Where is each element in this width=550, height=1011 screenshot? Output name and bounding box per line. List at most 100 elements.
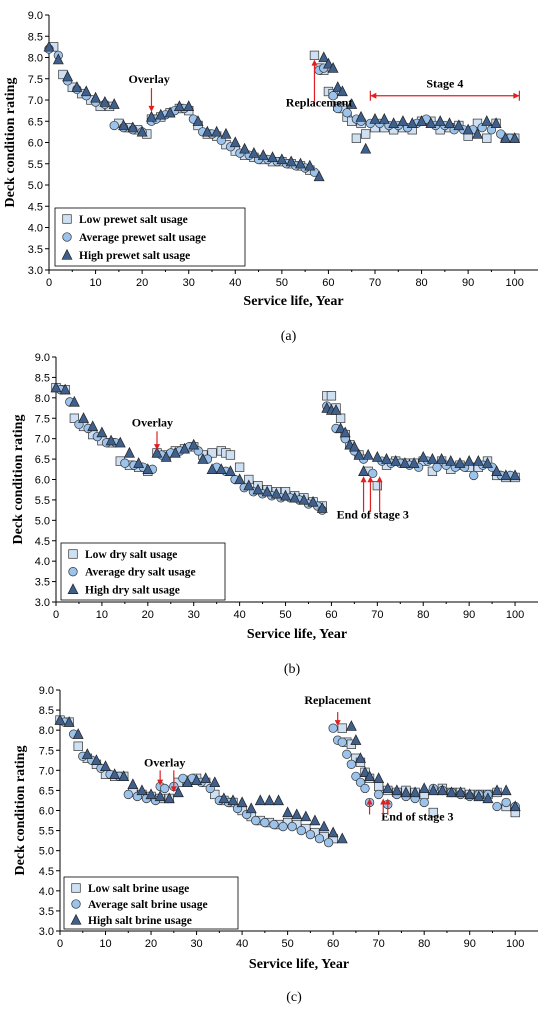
data-point xyxy=(323,837,334,848)
data-point xyxy=(280,489,291,501)
data-point xyxy=(127,121,139,133)
legend-marker-circle xyxy=(68,567,78,577)
data-point xyxy=(234,462,245,472)
x-tick-label: 50 xyxy=(281,938,293,950)
y-tick-label: 4.5 xyxy=(35,536,50,548)
data-point xyxy=(346,98,358,109)
data-point xyxy=(350,734,362,745)
data-point xyxy=(234,473,246,485)
x-tick-label: 50 xyxy=(279,609,291,621)
data-point xyxy=(90,91,102,103)
y-tick-label: 9.0 xyxy=(35,352,50,364)
annotation-label: End of stage 3 xyxy=(381,810,453,824)
data-point xyxy=(482,792,494,804)
data-point xyxy=(287,821,297,832)
data-point xyxy=(224,465,236,476)
data-point xyxy=(362,448,374,460)
y-tick-label: 8.0 xyxy=(28,53,43,65)
legend-box xyxy=(63,876,239,930)
y-axis-title: Deck condition rating xyxy=(3,78,18,208)
y-tick-label: 7.5 xyxy=(39,745,54,757)
y-tick-label: 4.5 xyxy=(39,866,54,878)
stage4-arrowhead-left xyxy=(370,92,377,99)
legend-label: High prewet salt usage xyxy=(79,250,190,262)
x-tick-label: 70 xyxy=(373,938,385,950)
data-point xyxy=(209,776,221,788)
y-tick-label: 5.0 xyxy=(28,180,43,192)
data-point xyxy=(164,106,176,118)
data-point xyxy=(434,115,446,126)
data-point xyxy=(50,381,62,393)
data-point xyxy=(285,155,297,167)
chart-panel-c: 3.0 3.5 4.0 4.5 5.0 5.5 6.0 6.5 7.0 7.5 8.0 8.5 9.0 0… xyxy=(13,685,538,1005)
data-point xyxy=(337,723,347,733)
legend: Low dry salt usage Average dry salt usage… xyxy=(60,542,226,601)
data-point xyxy=(351,133,362,143)
data-point xyxy=(307,495,319,507)
legend-marker-circle xyxy=(71,899,81,909)
data-point xyxy=(406,117,418,129)
data-point xyxy=(192,115,204,126)
data-point xyxy=(257,149,269,160)
data-point xyxy=(425,117,437,129)
y-tick-label: 3.0 xyxy=(35,597,50,609)
data-point xyxy=(463,455,475,466)
legend-marker-square xyxy=(71,883,81,893)
series-triangle xyxy=(54,714,521,844)
data-point xyxy=(472,455,484,466)
x-tick-label: 90 xyxy=(464,938,476,950)
x-tick-label: 10 xyxy=(89,277,101,289)
data-point xyxy=(118,770,130,782)
legend-label: High dry salt usage xyxy=(85,584,180,596)
data-point xyxy=(309,814,321,826)
y-tick-label: 8.5 xyxy=(35,372,50,384)
data-point xyxy=(99,96,111,107)
end-stage3-arrow-head xyxy=(366,798,373,805)
data-point xyxy=(252,483,264,495)
data-point xyxy=(382,782,394,794)
data-point xyxy=(295,157,306,169)
data-point xyxy=(96,426,108,438)
data-point xyxy=(210,789,220,800)
y-axis-title: Deck condition rating xyxy=(11,415,26,545)
y-tick-label: 6.5 xyxy=(35,454,50,466)
x-tick-label: 60 xyxy=(325,609,337,621)
data-point xyxy=(426,453,438,464)
y-tick-label: 9.0 xyxy=(39,685,54,697)
data-point xyxy=(296,825,306,836)
data-point xyxy=(500,784,512,796)
legend: Low prewet salt usage Average prewet salt… xyxy=(54,207,246,267)
data-point xyxy=(276,153,288,165)
legend-label: High salt brine usage xyxy=(88,915,192,927)
overlay-arrow-head xyxy=(157,779,164,786)
data-point xyxy=(462,123,474,135)
data-point xyxy=(263,794,275,806)
data-point xyxy=(333,103,343,114)
data-point xyxy=(314,833,325,844)
data-point xyxy=(63,716,75,727)
data-point xyxy=(220,127,232,139)
data-point xyxy=(454,457,466,468)
x-tick-label: 40 xyxy=(236,938,248,950)
y-tick-label: 8.5 xyxy=(39,705,54,717)
data-point xyxy=(335,413,346,423)
data-point xyxy=(72,728,84,739)
data-point xyxy=(267,151,279,163)
data-point xyxy=(358,465,370,476)
data-point xyxy=(225,450,236,460)
data-point xyxy=(473,790,485,802)
data-point xyxy=(282,806,294,818)
x-tick-label: 100 xyxy=(506,938,524,950)
data-point xyxy=(173,100,185,112)
data-point xyxy=(399,457,411,468)
y-tick-label: 8.0 xyxy=(39,725,54,737)
data-point xyxy=(273,794,284,806)
data-point xyxy=(191,774,203,786)
data-point xyxy=(353,448,365,460)
x-tick-label: 30 xyxy=(190,938,202,950)
y-tick-label: 6.0 xyxy=(39,806,54,818)
x-tick-label: 10 xyxy=(96,609,108,621)
data-point xyxy=(482,133,492,143)
data-point xyxy=(364,770,376,782)
data-point xyxy=(105,434,117,446)
